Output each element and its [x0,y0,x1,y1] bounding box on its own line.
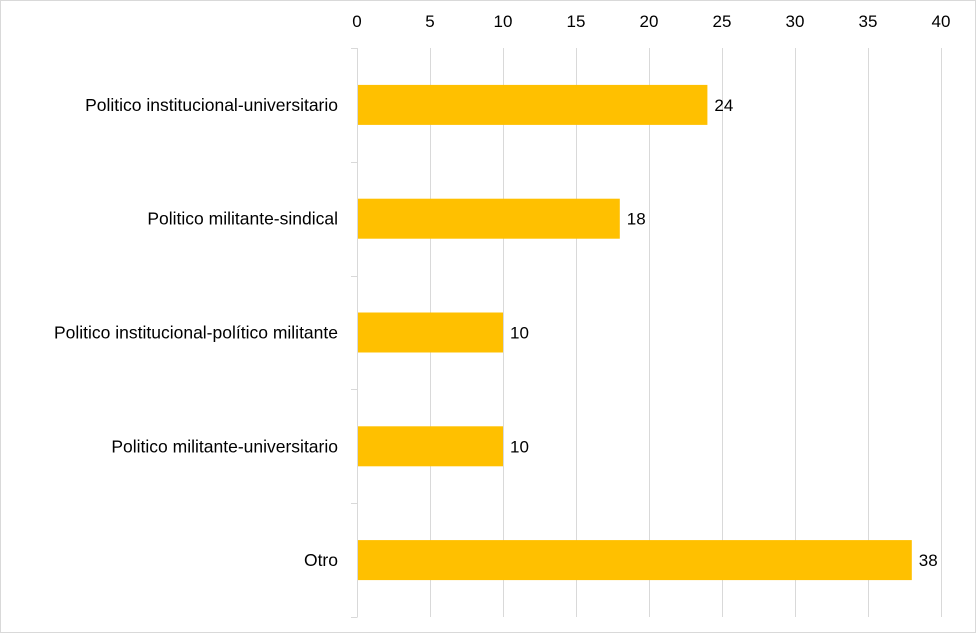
x-tick-label: 0 [352,12,361,31]
bar [358,540,912,581]
x-tick-label: 40 [932,12,951,31]
y-axis [351,48,358,618]
data-label: 10 [510,324,529,343]
bar [358,312,503,353]
bars [358,84,912,581]
x-tick-label: 25 [713,12,732,31]
bar [358,198,620,239]
x-tick-label: 10 [494,12,513,31]
category-labels: Politico institucional-universitario Poli… [54,95,338,570]
data-label: 38 [919,551,938,570]
gridlines [430,48,942,617]
data-labels: 24 18 10 10 38 [510,96,938,570]
category-label: Politico militante-sindical [147,209,338,229]
category-label: Politico institucional-universitario [85,95,338,115]
x-tick-label: 30 [786,12,805,31]
x-tick-label: 5 [425,12,434,31]
bar [358,426,503,467]
category-label: Politico militante-universitario [111,436,338,456]
x-tick-label: 15 [567,12,586,31]
x-tick-label: 20 [640,12,659,31]
data-label: 10 [510,437,529,456]
data-label: 18 [627,210,646,229]
data-label: 24 [714,96,733,115]
x-axis-ticks: 0 5 10 15 20 25 30 35 40 [352,12,950,31]
bar [358,84,708,125]
category-label: Otro [304,550,338,570]
category-label: Politico institucional-político militant… [54,323,338,343]
x-tick-label: 35 [859,12,878,31]
